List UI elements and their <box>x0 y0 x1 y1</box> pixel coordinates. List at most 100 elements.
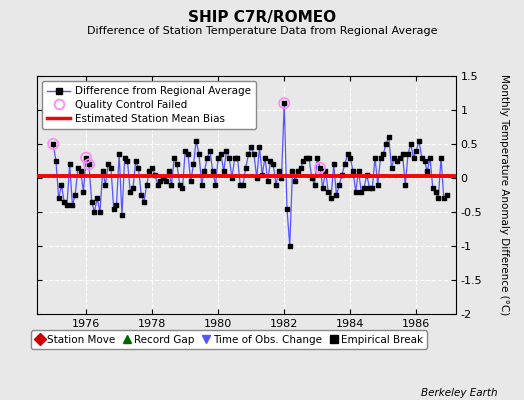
Point <box>184 151 192 157</box>
Point <box>154 182 162 188</box>
Point <box>200 168 209 174</box>
Point <box>365 185 374 191</box>
Point <box>363 171 371 178</box>
Point <box>203 154 211 161</box>
Point <box>85 161 93 168</box>
Point <box>104 161 113 168</box>
Point <box>343 151 352 157</box>
Point <box>137 192 145 198</box>
Point <box>54 195 63 202</box>
Point <box>52 158 60 164</box>
Point <box>93 195 101 202</box>
Point <box>123 158 132 164</box>
Point <box>71 192 80 198</box>
Point <box>283 206 291 212</box>
Point <box>426 154 434 161</box>
Point <box>159 175 167 181</box>
Point <box>415 138 423 144</box>
Point <box>250 151 258 157</box>
Point <box>209 168 217 174</box>
Point <box>132 158 140 164</box>
Point <box>222 148 231 154</box>
Point <box>346 154 354 161</box>
Text: SHIP C7R/ROMEO: SHIP C7R/ROMEO <box>188 10 336 25</box>
Point <box>66 161 74 168</box>
Point <box>74 165 82 171</box>
Point <box>398 151 407 157</box>
Point <box>145 168 154 174</box>
Point <box>162 178 170 185</box>
Point <box>407 141 415 147</box>
Point <box>118 212 126 218</box>
Point <box>264 178 272 185</box>
Point <box>280 100 288 106</box>
Y-axis label: Monthly Temperature Anomaly Difference (°C): Monthly Temperature Anomaly Difference (… <box>499 74 509 316</box>
Point <box>228 175 236 181</box>
Point <box>49 141 57 147</box>
Point <box>110 206 118 212</box>
Point <box>321 168 330 174</box>
Point <box>374 182 382 188</box>
Point <box>297 165 305 171</box>
Point <box>440 195 448 202</box>
Point <box>239 182 247 188</box>
Point <box>437 154 445 161</box>
Point <box>341 161 349 168</box>
Point <box>332 192 341 198</box>
Point <box>390 154 398 161</box>
Text: Berkeley Earth: Berkeley Earth <box>421 388 498 398</box>
Point <box>308 175 316 181</box>
Point <box>195 151 203 157</box>
Text: Difference of Station Temperature Data from Regional Average: Difference of Station Temperature Data f… <box>87 26 437 36</box>
Point <box>121 154 129 161</box>
Point <box>253 175 261 181</box>
Point <box>63 202 71 208</box>
Point <box>178 185 187 191</box>
Point <box>57 182 66 188</box>
Point <box>77 168 85 174</box>
Point <box>418 154 426 161</box>
Point <box>165 168 173 174</box>
Point <box>286 243 294 249</box>
Point <box>310 182 319 188</box>
Point <box>90 209 99 215</box>
Point <box>404 151 412 157</box>
Point <box>409 154 418 161</box>
Legend: Station Move, Record Gap, Time of Obs. Change, Empirical Break: Station Move, Record Gap, Time of Obs. C… <box>31 330 427 349</box>
Point <box>192 138 200 144</box>
Point <box>393 158 401 164</box>
Point <box>294 168 302 174</box>
Point <box>266 158 275 164</box>
Point <box>244 151 253 157</box>
Point <box>316 165 324 171</box>
Point <box>233 154 242 161</box>
Point <box>269 161 277 168</box>
Point <box>352 188 360 195</box>
Point <box>412 148 420 154</box>
Point <box>151 171 159 178</box>
Point <box>401 182 409 188</box>
Point <box>156 178 165 185</box>
Point <box>206 148 214 154</box>
Point <box>211 182 220 188</box>
Point <box>88 199 96 205</box>
Point <box>376 154 385 161</box>
Point <box>187 178 195 185</box>
Point <box>115 151 123 157</box>
Point <box>423 168 431 174</box>
Point <box>396 154 404 161</box>
Point <box>275 168 283 174</box>
Point <box>335 182 343 188</box>
Point <box>60 199 68 205</box>
Point <box>79 188 88 195</box>
Point <box>431 188 440 195</box>
Point <box>148 165 156 171</box>
Point <box>176 182 184 188</box>
Point <box>360 185 368 191</box>
Point <box>324 188 332 195</box>
Point <box>82 154 90 161</box>
Point <box>170 154 178 161</box>
Point <box>434 195 442 202</box>
Legend: Difference from Regional Average, Quality Control Failed, Estimated Station Mean: Difference from Regional Average, Qualit… <box>42 81 256 129</box>
Point <box>442 192 451 198</box>
